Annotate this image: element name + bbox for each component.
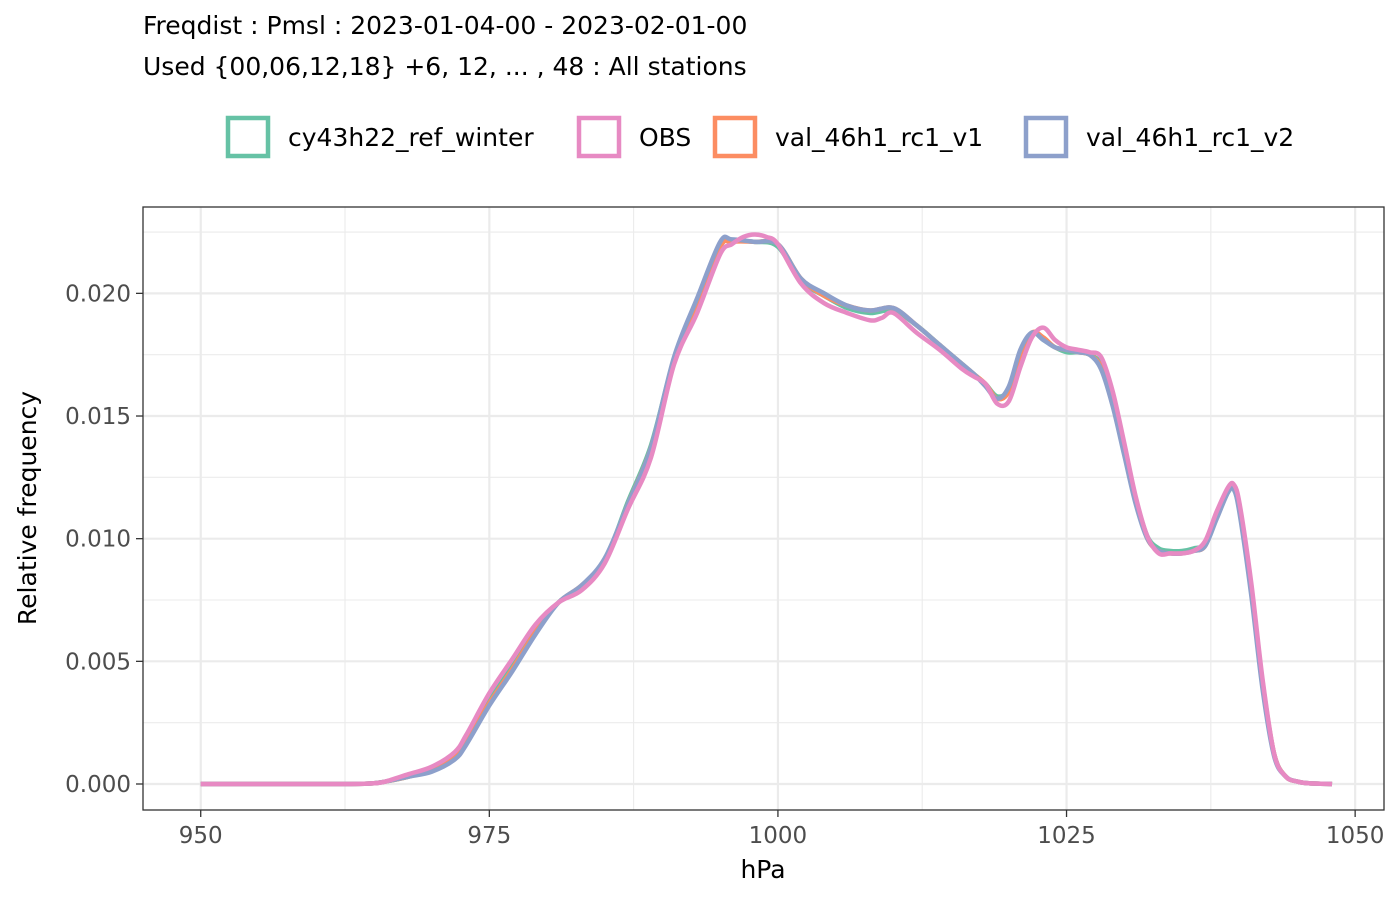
x-axis-label: hPa — [740, 855, 785, 884]
panel-border — [142, 206, 1385, 811]
legend-label: cy43h22_ref_winter — [288, 123, 534, 152]
legend-key — [225, 115, 271, 159]
y-tick-label: 0.020 — [65, 281, 131, 307]
plot-panel — [142, 206, 1385, 811]
legend-key — [576, 115, 622, 159]
y-axis: 0.000 0.005 0.010 0.015 0.020 — [65, 281, 143, 798]
panel-background — [143, 207, 1384, 810]
y-axis-label: Relative frequency — [13, 391, 42, 625]
grid-major — [143, 207, 1384, 810]
x-tick-label: 1050 — [1326, 823, 1385, 849]
x-tick-label: 975 — [467, 823, 511, 849]
legend-item-val-46h1-rc1-v2: val_46h1_rc1_v2 — [1023, 115, 1294, 159]
series-line-val-46h1-rc1-v2 — [200, 234, 1333, 787]
legend-label: OBS — [639, 123, 691, 152]
legend-label: val_46h1_rc1_v1 — [775, 123, 983, 152]
y-tick-label: 0.010 — [65, 527, 131, 553]
x-tick-label: 1025 — [1037, 823, 1096, 849]
legend-item-obs: OBS — [576, 115, 691, 159]
x-tick-label: 950 — [179, 823, 223, 849]
x-tick-label: 1000 — [749, 823, 808, 849]
legend-label: val_46h1_rc1_v2 — [1086, 123, 1294, 152]
y-tick-label: 0.015 — [65, 404, 131, 430]
chart-subtitle: Used {00,06,12,18} +6, 12, ... , 48 : Al… — [143, 52, 747, 81]
legend-item-val-46h1-rc1-v1: val_46h1_rc1_v1 — [712, 115, 983, 159]
grid-minor — [143, 207, 1384, 810]
legend-key — [1023, 115, 1069, 159]
y-tick-label: 0.005 — [65, 649, 131, 675]
y-tick-label: 0.000 — [65, 772, 131, 798]
series-line-obs — [200, 232, 1333, 787]
legend: cy43h22_ref_winter OBS val_46h1_rc1_v1 val_… — [225, 115, 1294, 159]
series-layer — [200, 232, 1333, 787]
x-axis: 950 975 1000 1025 1050 — [179, 810, 1385, 849]
legend-item-cy43h22-ref-winter: cy43h22_ref_winter — [225, 115, 534, 159]
legend-key — [712, 115, 758, 159]
chart-title: Freqdist : Pmsl : 2023-01-04-00 - 2023-0… — [143, 11, 747, 40]
